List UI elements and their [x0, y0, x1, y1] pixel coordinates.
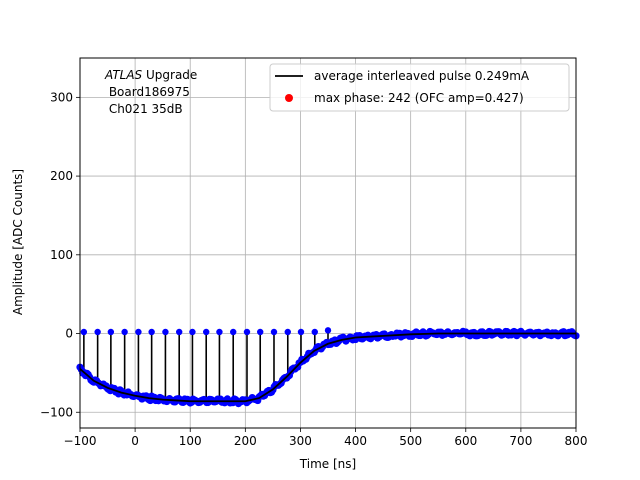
x-tick-label: 400	[344, 434, 367, 448]
x-tick-label: 100	[179, 434, 202, 448]
stem-top-point	[107, 328, 115, 336]
legend-label-max-phase: max phase: 242 (OFC amp=0.427)	[314, 91, 524, 105]
y-tick-label: 300	[50, 90, 73, 104]
annotation-line-3: Ch021 35dB	[105, 102, 183, 116]
legend-box	[269, 63, 570, 112]
x-tick-label: 300	[289, 434, 312, 448]
stem-top-point	[311, 328, 318, 336]
stem-top-point	[216, 328, 223, 336]
x-tick-label: 800	[565, 434, 588, 448]
x-tick-label: −100	[64, 434, 97, 448]
legend-point-marker	[285, 94, 293, 102]
stem-top-point	[148, 328, 155, 336]
stem-top-point	[243, 328, 251, 336]
stem-top-point	[257, 328, 264, 336]
x-tick-label: 0	[131, 434, 139, 448]
x-tick-label: 200	[234, 434, 257, 448]
phase-stems	[80, 327, 332, 402]
x-axis-ticks: −100 0 100 200 300 400 500 600 700 800	[64, 428, 588, 448]
x-tick-label: 600	[454, 434, 477, 448]
x-tick-label: 500	[399, 434, 422, 448]
annotation-atlas: ATLAS	[104, 68, 143, 82]
legend-label-average: average interleaved pulse 0.249mA	[314, 69, 530, 83]
stem-top-point	[297, 328, 305, 336]
annotation-line-2: Board186975	[105, 85, 190, 99]
stem-top-point	[189, 328, 196, 336]
stem-top-point	[121, 328, 128, 336]
plot-frame	[79, 57, 577, 429]
stem-top-point	[135, 328, 142, 336]
y-axis-ticks: −100 0 100 200 300	[40, 90, 80, 419]
y-tick-label: 0	[65, 327, 73, 341]
x-tick-label: 700	[509, 434, 532, 448]
stem-top-point	[176, 328, 183, 336]
stem-top-point	[270, 328, 278, 336]
stem-top-point	[80, 328, 88, 336]
y-tick-label: −100	[40, 405, 73, 419]
legend: average interleaved pulse 0.249mA max ph…	[269, 63, 570, 112]
average-pulse-line	[79, 332, 576, 403]
stem-top-point	[162, 328, 169, 336]
stem-top-point	[324, 327, 332, 334]
stem-top-point	[284, 328, 291, 336]
stem-top-point	[230, 328, 237, 336]
x-axis-label: Time [ns]	[299, 457, 356, 471]
annotation-line-1: ATLAS Upgrade	[104, 68, 197, 82]
y-tick-label: 200	[50, 169, 73, 183]
average-pulse-polyline	[79, 332, 576, 403]
y-axis-label: Amplitude [ADC Counts]	[11, 169, 25, 315]
annotation: ATLAS Upgrade Board186975 Ch021 35dB	[104, 68, 197, 116]
annotation-upgrade: Upgrade	[142, 68, 197, 82]
stem-top-point	[94, 328, 101, 336]
y-tick-label: 100	[50, 248, 73, 262]
stem-top-point	[203, 328, 210, 336]
